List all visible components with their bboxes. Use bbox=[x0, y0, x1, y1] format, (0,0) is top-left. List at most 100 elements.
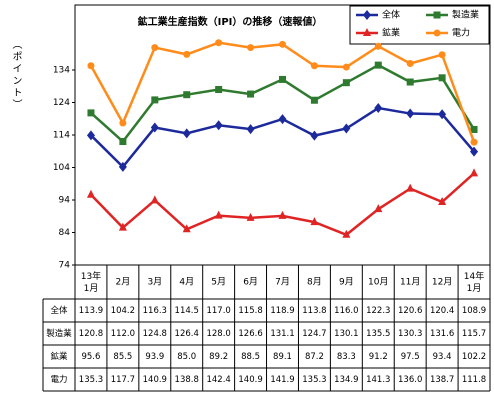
table-cell: 117.7 bbox=[111, 375, 135, 385]
marker bbox=[310, 217, 319, 226]
marker bbox=[87, 62, 95, 70]
legend-marker bbox=[433, 29, 441, 37]
legend-label: 電力 bbox=[452, 27, 470, 39]
marker bbox=[150, 122, 159, 133]
table-cell: 122.3 bbox=[366, 306, 390, 316]
marker bbox=[246, 124, 255, 135]
x-tick-label: 11月 bbox=[400, 277, 420, 288]
marker bbox=[118, 222, 127, 231]
row-header: 全体 bbox=[50, 305, 68, 316]
marker bbox=[310, 96, 318, 104]
table-cell: 124.8 bbox=[143, 329, 167, 339]
table-cell: 93.9 bbox=[145, 352, 164, 362]
table-cell: 135.3 bbox=[79, 375, 103, 385]
marker bbox=[119, 138, 127, 145]
marker bbox=[470, 125, 478, 133]
y-tick-label: 124 bbox=[53, 98, 70, 108]
table-cell: 135.5 bbox=[366, 329, 390, 339]
marker bbox=[406, 108, 415, 119]
marker bbox=[470, 138, 478, 146]
marker bbox=[342, 229, 351, 238]
row-header: 電力 bbox=[50, 374, 67, 385]
x-tick-label: 8月 bbox=[307, 277, 322, 288]
table-cell: 85.0 bbox=[177, 352, 196, 362]
table-cell: 89.1 bbox=[273, 352, 292, 362]
marker bbox=[278, 210, 287, 219]
marker bbox=[182, 224, 191, 233]
chart-title: 鉱工業生産指数（IPI）の推移（速報値） bbox=[138, 15, 323, 28]
marker bbox=[215, 39, 223, 47]
table-cell: 118.9 bbox=[270, 306, 294, 316]
marker bbox=[247, 90, 255, 98]
table-cell: 95.6 bbox=[81, 352, 100, 362]
table-cell: 134.9 bbox=[334, 375, 358, 385]
marker bbox=[182, 128, 191, 139]
table-cell: 93.4 bbox=[433, 352, 452, 362]
marker bbox=[119, 119, 127, 127]
y-tick-label: 104 bbox=[53, 163, 70, 173]
series-line bbox=[89, 41, 476, 143]
table-cell: 120.4 bbox=[430, 306, 454, 316]
x-tick-label: 12月 bbox=[432, 277, 452, 288]
table-cell: 115.8 bbox=[238, 306, 262, 316]
marker bbox=[406, 183, 415, 192]
table-cell: 115.7 bbox=[462, 329, 486, 339]
table-cell: 114.5 bbox=[175, 306, 199, 316]
marker bbox=[374, 204, 383, 213]
table-cell: 97.5 bbox=[401, 352, 420, 362]
x-tick-label: 6月 bbox=[243, 277, 258, 288]
table-cell: 113.8 bbox=[302, 306, 326, 316]
table-cell: 102.2 bbox=[462, 352, 486, 362]
marker bbox=[438, 74, 446, 82]
table-cell: 142.4 bbox=[206, 375, 230, 385]
marker bbox=[215, 86, 223, 93]
table-cell: 126.6 bbox=[238, 329, 262, 339]
table-cell: 126.4 bbox=[175, 329, 199, 339]
table-cell: 111.8 bbox=[462, 375, 486, 385]
x-tick-label: 5月 bbox=[211, 277, 226, 288]
marker bbox=[246, 212, 255, 221]
table-cell: 104.2 bbox=[111, 306, 135, 316]
table-cell: 116.0 bbox=[334, 306, 358, 316]
series-line bbox=[90, 172, 475, 237]
table-cell: 89.2 bbox=[209, 352, 228, 362]
table-cell: 140.9 bbox=[143, 375, 167, 385]
x-tick-label: 14年 1月 bbox=[464, 270, 484, 294]
marker bbox=[406, 78, 414, 86]
y-tick-label: 84 bbox=[59, 228, 71, 238]
table-cell: 108.9 bbox=[462, 306, 486, 316]
marker bbox=[470, 146, 479, 157]
marker bbox=[247, 44, 255, 52]
marker bbox=[374, 103, 383, 114]
marker bbox=[374, 42, 382, 50]
marker bbox=[374, 61, 382, 69]
x-tick-label: 7月 bbox=[275, 277, 290, 288]
marker bbox=[278, 114, 287, 125]
table-cell: 131.6 bbox=[430, 329, 454, 339]
marker bbox=[438, 51, 446, 59]
marker bbox=[406, 60, 414, 67]
table-cell: 135.3 bbox=[302, 375, 326, 385]
legend-marker bbox=[363, 28, 371, 36]
marker bbox=[342, 123, 351, 134]
marker bbox=[183, 91, 191, 99]
x-tick-label: 3月 bbox=[147, 277, 162, 288]
table-cell: 112.0 bbox=[111, 329, 135, 339]
marker bbox=[86, 130, 95, 141]
legend-label: 鉱業 bbox=[382, 27, 400, 39]
marker bbox=[118, 161, 127, 172]
legend-box bbox=[349, 5, 490, 45]
table-cell: 113.9 bbox=[79, 306, 103, 316]
x-tick-line: 1月 bbox=[467, 283, 482, 294]
legend-label: 製造業 bbox=[452, 9, 479, 21]
table-cell: 85.5 bbox=[113, 352, 132, 362]
table-cell: 117.0 bbox=[206, 306, 230, 316]
table-cell: 138.7 bbox=[430, 375, 454, 385]
marker bbox=[438, 109, 447, 120]
table-cell: 124.7 bbox=[302, 329, 326, 339]
legend-marker bbox=[363, 10, 371, 20]
marker bbox=[214, 210, 223, 219]
y-tick-label: 94 bbox=[59, 196, 71, 206]
x-tick-label: 13年 1月 bbox=[81, 270, 101, 294]
marker bbox=[438, 196, 447, 205]
